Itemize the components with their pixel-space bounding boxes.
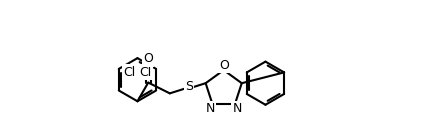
Text: Cl: Cl xyxy=(139,66,151,79)
Text: N: N xyxy=(206,102,215,115)
Text: Cl: Cl xyxy=(123,66,136,79)
Text: O: O xyxy=(219,59,229,72)
Text: N: N xyxy=(233,102,242,115)
Text: S: S xyxy=(185,80,193,93)
Text: O: O xyxy=(143,52,153,65)
